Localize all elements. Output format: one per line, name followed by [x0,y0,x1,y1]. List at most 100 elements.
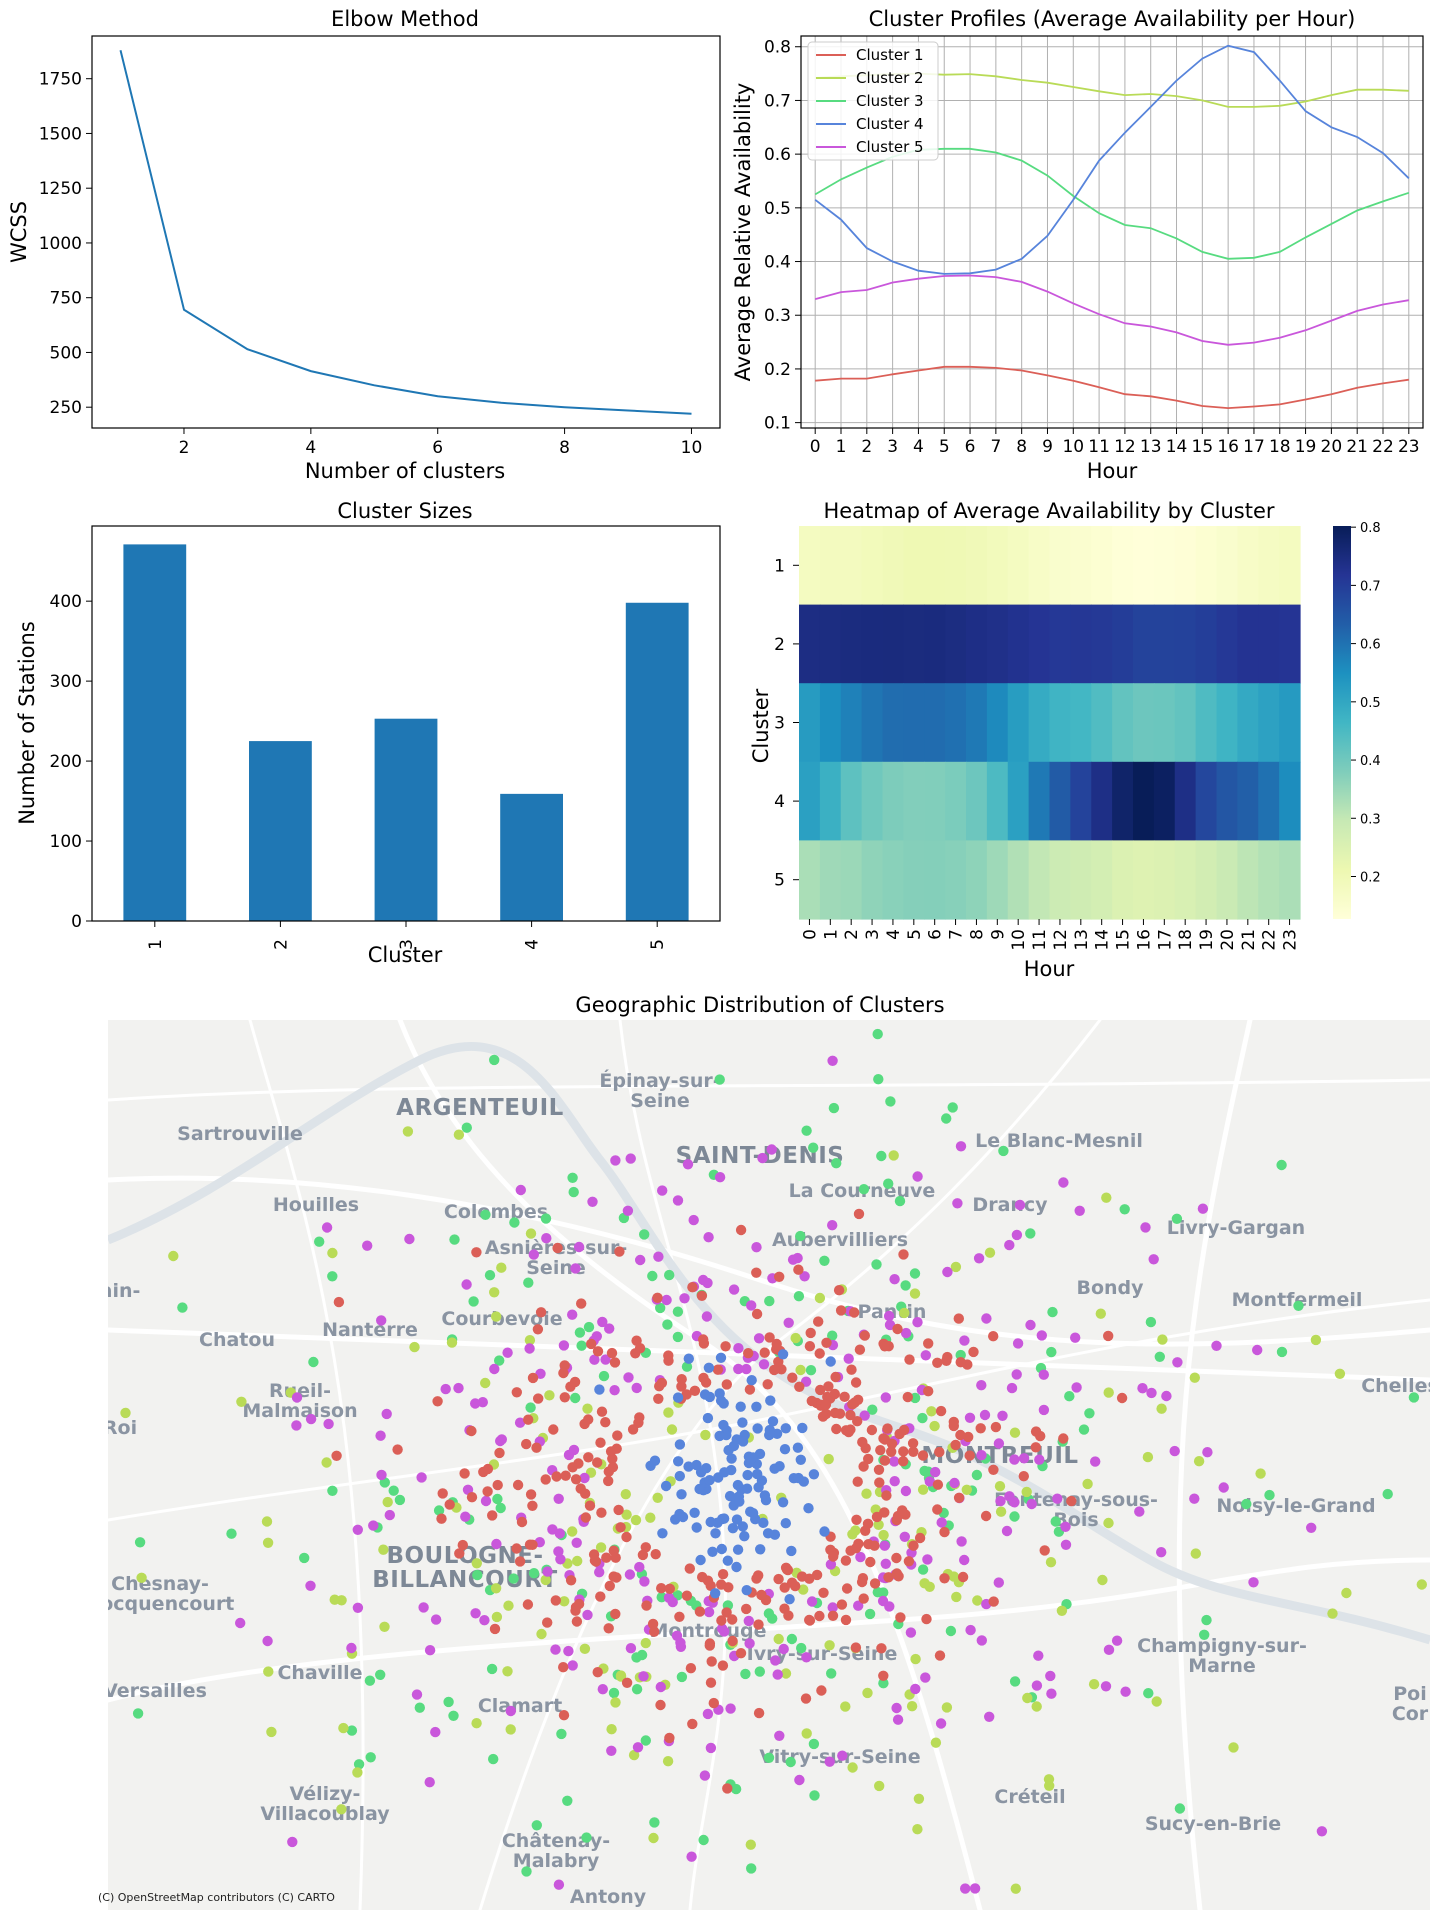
map-station-point-cluster-2 [471,1718,482,1729]
map-station-point-cluster-2 [1095,1308,1107,1319]
heatmap-cell [819,604,842,684]
map-station-point-cluster-1 [793,1264,804,1275]
map-station-point-cluster-5 [514,1417,526,1428]
heatmap-cell [1216,840,1238,920]
map-station-point-cluster-4 [722,1555,733,1566]
heatmap-x-tick-label: 3 [863,929,883,940]
map-station-point-cluster-4 [683,1353,694,1364]
heatmap-x-tick-label: 6 [926,929,946,940]
map-station-point-cluster-1 [615,1522,626,1533]
heatmap-cell [819,683,842,763]
heatmap-cell [945,683,967,763]
map-station-point-cluster-5 [663,1592,675,1604]
map-station-point-cluster-5 [799,1271,810,1282]
map-attribution: (C) OpenStreetMap contributors (C) CARTO [98,1891,335,1904]
map-station-point-cluster-1 [548,1424,559,1435]
map-station-point-cluster-1 [698,1334,709,1345]
map-station-point-cluster-5 [837,1750,848,1761]
profiles-x-tick-label: 11 [1088,437,1110,457]
sizes-y-tick-label: 300 [50,672,82,692]
map-station-point-cluster-1 [780,1562,792,1574]
map-station-point-cluster-2 [610,1697,621,1708]
map-station-point-cluster-4 [660,1480,672,1492]
map-station-point-cluster-3 [1382,1488,1393,1500]
map-station-point-cluster-5 [1052,1493,1063,1504]
map-station-point-cluster-5 [1197,1203,1209,1214]
map-station-point-cluster-2 [1228,1742,1239,1753]
heatmap-cell [986,683,1009,763]
map-station-point-cluster-4 [710,1528,721,1539]
profiles-plot-frame [800,35,1424,429]
map-station-point-cluster-4 [752,1468,763,1480]
map-station-point-cluster-3 [528,1568,540,1579]
map-station-point-cluster-5 [772,1669,783,1680]
map-station-point-cluster-3 [662,1319,673,1330]
map-station-point-cluster-3 [1119,1204,1130,1215]
map-station-point-cluster-2 [745,1839,756,1850]
map-station-point-cluster-2 [621,1509,632,1520]
profiles-x-tick-label: 14 [1166,437,1188,457]
map-station-point-cluster-4 [777,1349,789,1360]
map-station-point-cluster-1 [1035,1430,1046,1442]
map-station-point-cluster-5 [1046,1688,1057,1699]
map-station-point-cluster-5 [567,1660,578,1671]
map-station-point-cluster-1 [744,1384,756,1395]
map-station-point-cluster-1 [831,1423,842,1435]
map-station-point-cluster-4 [731,1514,743,1525]
map-station-point-cluster-5 [703,1606,715,1618]
map-station-point-cluster-5 [889,1456,900,1467]
map-station-point-cluster-5 [960,1883,971,1894]
map-station-point-cluster-1 [621,1531,632,1543]
profiles-y-tick-label: 0.1 [764,414,791,434]
map-station-point-cluster-5 [879,1540,890,1551]
heatmap-cell [1049,840,1071,920]
map-station-point-cluster-2 [662,1756,674,1767]
map-station-point-cluster-1 [773,1356,784,1368]
map-station-point-cluster-3 [664,1269,675,1281]
sizes-bar-4 [500,793,563,921]
map-station-point-cluster-5 [623,1372,634,1383]
map-station-point-cluster-5 [1252,1344,1263,1356]
map-station-point-cluster-1 [717,1660,729,1671]
map-station-point-cluster-1 [457,1539,468,1551]
map-station-point-cluster-5 [606,1745,617,1757]
sizes-x-axis-label: Cluster [368,943,443,967]
map-station-point-cluster-3 [521,1866,532,1877]
heatmap-cell [1195,761,1218,841]
map-station-point-cluster-3 [525,1402,536,1413]
map-station-point-cluster-3 [353,1759,365,1770]
map-place-label: Roi [103,1417,137,1439]
map-station-point-cluster-5 [1189,1493,1200,1504]
map-station-point-cluster-1 [794,1381,805,1393]
map-station-point-cluster-1 [821,1337,832,1349]
map-station-point-cluster-3 [1171,1213,1183,1225]
map-station-point-cluster-2 [1156,1403,1167,1414]
map-road [1176,1020,1253,1910]
map-station-point-cluster-5 [655,1681,666,1693]
map-station-point-cluster-1 [935,1405,947,1417]
map-station-point-cluster-3 [681,1361,693,1372]
map-place-label: Noisy-le-Grand [1216,1495,1375,1517]
elbow-y-tick-label: 500 [50,343,82,363]
map-station-point-cluster-2 [1193,1456,1205,1467]
map-station-point-cluster-5 [1070,1332,1081,1343]
map-station-point-cluster-1 [721,1379,732,1390]
profiles-x-tick-label: 7 [990,437,1001,457]
heatmap-cell [840,683,863,763]
map-station-point-cluster-5 [625,1153,636,1164]
map-station-point-cluster-3 [480,1209,491,1221]
map-station-point-cluster-2 [1103,1517,1114,1529]
heatmap-colorbar-tick-label: 0.7 [1360,579,1381,594]
map-station-point-cluster-5 [305,1413,317,1425]
map-station-point-cluster-1 [592,1457,603,1468]
map-station-point-cluster-1 [866,1424,878,1436]
elbow-y-tick-label: 1250 [39,179,82,199]
map-station-point-cluster-1 [613,1504,624,1516]
map-place-label: Poi Cor [1392,1683,1429,1725]
map-station-point-cluster-4 [727,1523,739,1534]
map-station-point-cluster-2 [491,1611,503,1623]
map-station-point-cluster-4 [737,1521,748,1532]
map-station-point-cluster-3 [672,1306,684,1317]
map-station-point-cluster-3 [608,1687,620,1699]
map-station-point-cluster-5 [430,1614,442,1625]
